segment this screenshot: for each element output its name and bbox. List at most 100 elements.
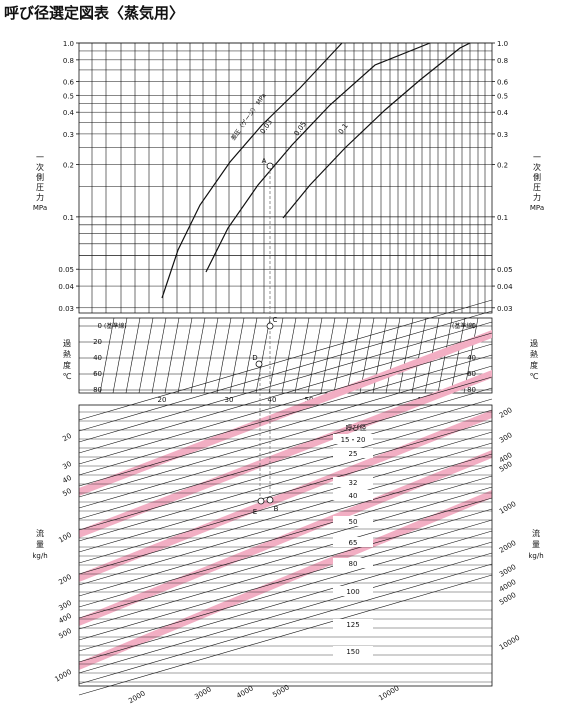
superheat-tick-left: 20 — [93, 338, 102, 346]
flow-tick-bottom: 4000 — [235, 684, 254, 700]
flow-tick-bottom: 3000 — [193, 685, 212, 701]
pressure-axis-label-left: 一 — [36, 153, 44, 162]
nominal-size-title: 呼び径 — [346, 423, 367, 432]
example-point-label: C — [273, 316, 278, 324]
superheat-diagonal — [125, 317, 141, 394]
pressure-tick-right: 0.2 — [497, 162, 508, 170]
flow-axis-label-right: 量 — [532, 540, 540, 549]
nominal-size-bg — [333, 537, 373, 547]
size-band — [79, 330, 492, 496]
pressure-axis-label-right: 側 — [533, 172, 541, 182]
example-point-label: E — [253, 508, 257, 516]
superheat-axis-label-left: 熱 — [63, 349, 71, 359]
pressure-tick-left: 0.6 — [63, 79, 75, 87]
flow-diagonal — [78, 552, 493, 674]
superheat-diagonal — [346, 317, 362, 394]
pressure-tick-left: 0.8 — [63, 57, 74, 65]
superheat-tick-left: 80 — [93, 386, 102, 394]
middle-scale-label: 20 — [158, 396, 167, 404]
example-point-label: A — [262, 157, 267, 165]
top-panel-frame — [78, 42, 493, 314]
flow-tick-right: 1000 — [498, 500, 517, 516]
flow-tick-left: 500 — [57, 627, 73, 641]
pressure-axis-label-right: 力 — [533, 192, 541, 202]
flow-tick-left: 400 — [57, 612, 73, 626]
reference-label-right: (基準線) — [452, 322, 475, 330]
flow-diagonal — [78, 431, 493, 553]
flow-tick-left: 300 — [57, 599, 73, 613]
nominal-size-bg — [333, 516, 373, 526]
flow-tick-right: 300 — [498, 431, 514, 445]
pressure-tick-left: 0.03 — [58, 305, 74, 313]
flow-diagonal — [78, 310, 493, 432]
flow-tick-bottom: 10000 — [377, 684, 400, 702]
flow-tick-left: 40 — [61, 474, 73, 485]
flow-tick-left: 30 — [61, 460, 73, 471]
superheat-axis-label-left: 度 — [63, 360, 71, 370]
pressure-tick-right: 1.0 — [497, 40, 508, 48]
pressure-curve — [282, 42, 471, 219]
flow-diagonal — [78, 343, 493, 465]
nominal-size-label: 50 — [349, 518, 358, 526]
pressure-axis-label-right: 一 — [533, 153, 541, 162]
flow-diagonal — [78, 486, 493, 608]
pressure-tick-left: 0.05 — [58, 266, 74, 274]
flow-tick-right: 2000 — [498, 539, 517, 555]
superheat-diagonal — [268, 317, 284, 394]
flow-diagonal — [78, 332, 493, 454]
superheat-axis-label-right: 過 — [530, 338, 538, 348]
flow-tick-right: 4000 — [498, 578, 517, 594]
flow-diagonal — [78, 420, 493, 542]
superheat-axis-label-right: 度 — [530, 360, 538, 370]
superheat-diagonal — [385, 317, 401, 394]
pressure-axis-label-left: 次 — [36, 162, 44, 172]
nominal-size-label: 25 — [349, 450, 358, 458]
nominal-size-label: 40 — [349, 492, 358, 500]
nominal-size-bg — [333, 448, 373, 458]
flow-axis-label-left: 量 — [36, 540, 44, 549]
flow-diagonal — [78, 541, 493, 663]
superheat-diagonal — [112, 317, 128, 394]
flow-axis-label-right: kg/h — [528, 552, 543, 560]
superheat-diagonal — [242, 317, 258, 394]
middle-scale-label: 50 — [305, 396, 314, 404]
middle-scale-label: 40 — [268, 396, 277, 404]
reference-label-left: (基準線) — [104, 322, 127, 330]
superheat-diagonal — [177, 317, 193, 394]
pressure-axis-label-right: MPa — [530, 204, 544, 212]
nominal-size-label: 100 — [346, 588, 359, 596]
pressure-tick-left: 0.5 — [63, 92, 74, 100]
flow-diagonal — [78, 376, 493, 498]
pressure-tick-left: 0.3 — [63, 131, 74, 139]
flow-diagonal — [78, 497, 493, 619]
flow-diagonal — [78, 574, 493, 696]
flow-tick-bottom: 2000 — [127, 689, 146, 705]
example-point — [266, 162, 274, 170]
flow-diagonal — [78, 530, 493, 652]
flow-diagonal — [78, 464, 493, 586]
superheat-diagonal — [320, 317, 336, 394]
example-point — [255, 360, 263, 368]
example-point-label: D — [252, 354, 257, 362]
pressure-tick-right: 0.3 — [497, 131, 508, 139]
flow-diagonal — [78, 409, 493, 531]
flow-diagonal — [78, 453, 493, 575]
flow-diagonal — [78, 442, 493, 564]
nominal-size-bg — [333, 477, 373, 487]
superheat-diagonal — [255, 317, 271, 394]
nominal-size-bg — [333, 434, 373, 444]
flow-axis-label-right: 流 — [532, 528, 540, 538]
flow-diagonal — [78, 508, 493, 630]
curve-label: 0.03 — [259, 118, 274, 135]
superheat-tick-left: 60 — [93, 370, 102, 378]
flow-tick-left: 200 — [57, 573, 73, 587]
size-band — [79, 410, 492, 582]
superheat-diagonal — [164, 317, 180, 394]
nominal-size-label: 125 — [346, 621, 359, 629]
superheat-axis-label-left: 過 — [63, 338, 71, 348]
flow-diagonal — [78, 475, 493, 597]
flow-axis-label-left: 流 — [36, 528, 44, 538]
superheat-axis-label-right: ℃ — [530, 372, 539, 381]
pressure-curve — [161, 42, 343, 299]
